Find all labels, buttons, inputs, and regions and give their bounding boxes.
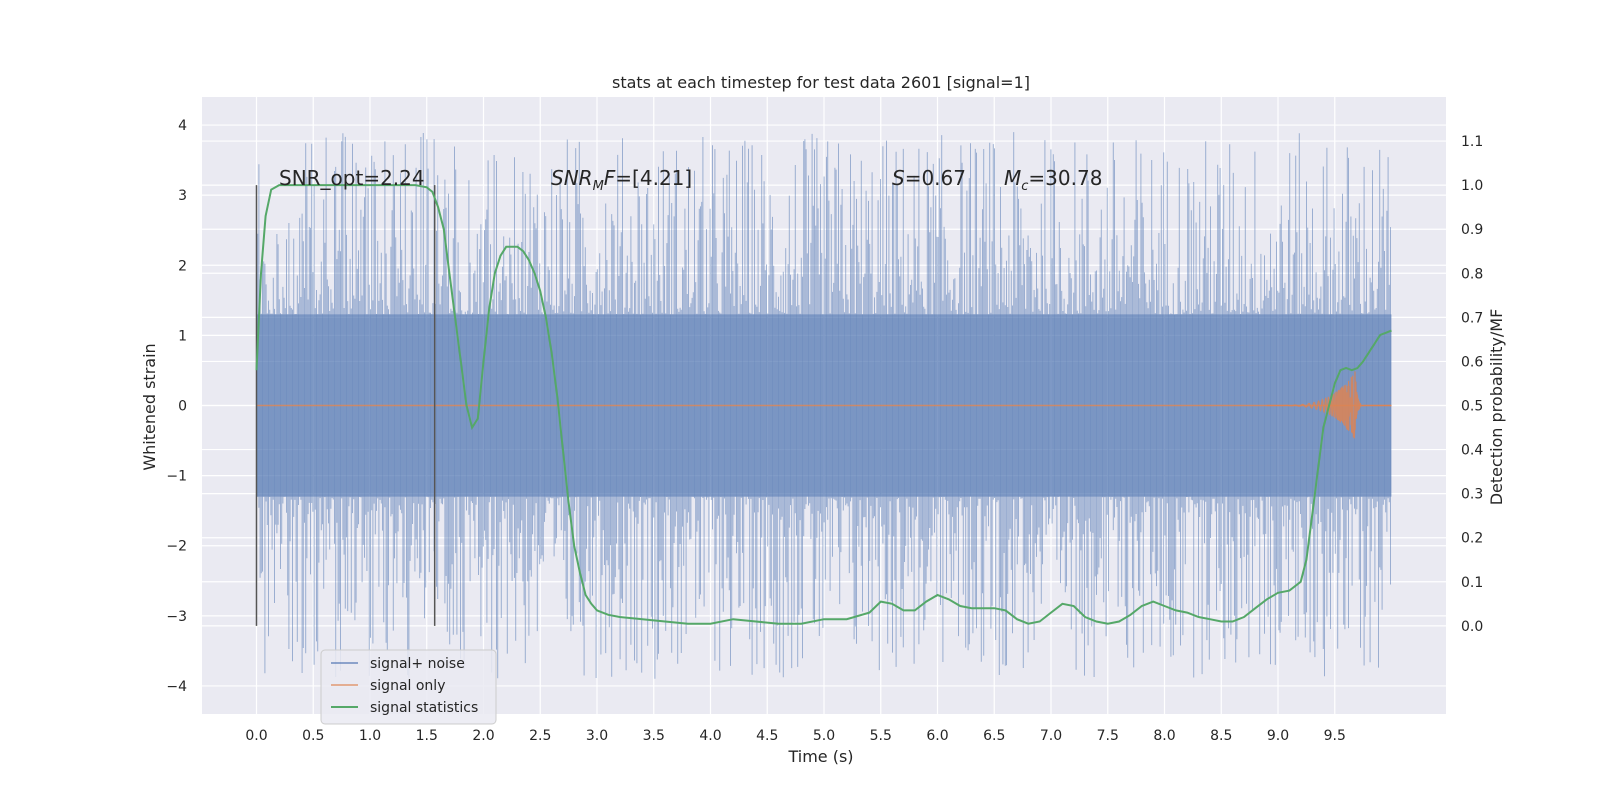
y-right-tick-label: 0.6 bbox=[1461, 354, 1483, 370]
signal-chirp bbox=[1266, 371, 1392, 439]
y-tick-label: 0 bbox=[178, 399, 187, 415]
legend-label-signal-only: signal only bbox=[370, 678, 445, 694]
x-tick-label: 6.0 bbox=[926, 728, 948, 744]
x-tick-label: 4.5 bbox=[756, 728, 778, 744]
y-right-tick-label: 0.9 bbox=[1461, 222, 1483, 238]
x-tick-label: 0.0 bbox=[245, 728, 267, 744]
x-tick-label: 5.5 bbox=[870, 728, 892, 744]
x-tick-label: 9.5 bbox=[1324, 728, 1346, 744]
y-tick-label: −3 bbox=[166, 609, 187, 625]
y-right-tick-label: 0.4 bbox=[1461, 443, 1483, 459]
annotation-mc-number: =30.78 bbox=[1028, 166, 1102, 190]
y-right-tick-label: 0.7 bbox=[1461, 310, 1483, 326]
y-right-tick-label: 0.5 bbox=[1461, 399, 1483, 415]
x-tick-label: 7.5 bbox=[1097, 728, 1119, 744]
x-axis-label: Time (s) bbox=[787, 747, 853, 766]
window-markers bbox=[255, 185, 436, 626]
y-tick-label: 3 bbox=[178, 188, 187, 204]
annotation-snr-opt: SNR_opt=2.24 bbox=[279, 166, 425, 190]
annotation-snr-mf: SNRMF=[4.21] bbox=[551, 166, 692, 194]
annotation-s-value: S=0.67 bbox=[892, 166, 966, 190]
x-tick-label: 4.0 bbox=[699, 728, 721, 744]
chart-title: stats at each timestep for test data 260… bbox=[612, 73, 1030, 92]
x-tick-label: 5.0 bbox=[813, 728, 835, 744]
series-signal-only bbox=[256, 371, 1392, 439]
annotation-mc-value: Mc=30.78 bbox=[1004, 166, 1102, 194]
y-right-tick-label: 0.8 bbox=[1461, 266, 1483, 282]
x-tick-label: 7.0 bbox=[1040, 728, 1062, 744]
y-tick-label: −1 bbox=[166, 469, 187, 485]
legend-label-signal-statistics: signal statistics bbox=[370, 700, 478, 716]
y-right-tick-label: 1.0 bbox=[1461, 178, 1483, 194]
x-tick-label: 8.5 bbox=[1210, 728, 1232, 744]
y-right-tick-label: 0.2 bbox=[1461, 531, 1483, 547]
y-right-tick-label: 0.3 bbox=[1461, 487, 1483, 503]
y-tick-label: 4 bbox=[178, 118, 187, 134]
y-axis-label: Whitened strain bbox=[140, 343, 159, 470]
x-tick-label: 0.5 bbox=[302, 728, 324, 744]
x-tick-label: 3.0 bbox=[586, 728, 608, 744]
annotation-snr-mf-value: =[4.21] bbox=[615, 166, 692, 190]
x-tick-label: 8.0 bbox=[1153, 728, 1175, 744]
x-tick-label: 6.5 bbox=[983, 728, 1005, 744]
y-right-tick-label: 1.1 bbox=[1461, 134, 1483, 150]
y-right-tick-label: 0.1 bbox=[1461, 575, 1483, 591]
series-signal-statistics bbox=[255, 184, 1392, 625]
y-tick-label: −2 bbox=[166, 539, 187, 555]
y-tick-label: −4 bbox=[166, 679, 187, 695]
tick-labels: 0.0 0.5 1.0 1.5 2.0 2.5 3.0 3.5 4.0 4.5 5.0 5.5 6.0 6… bbox=[166, 118, 1483, 744]
x-tick-label: 2.0 bbox=[472, 728, 494, 744]
y-tick-label: 2 bbox=[178, 258, 187, 274]
x-tick-label: 9.0 bbox=[1267, 728, 1289, 744]
x-tick-label: 3.5 bbox=[643, 728, 665, 744]
y-right-tick-label: 0.0 bbox=[1461, 619, 1483, 635]
legend: signal+ noise signal only signal statist… bbox=[320, 649, 497, 725]
statistics-line bbox=[255, 184, 1392, 625]
x-tick-label: 2.5 bbox=[529, 728, 551, 744]
x-tick-label: 1.5 bbox=[416, 728, 438, 744]
x-tick-label: 1.0 bbox=[359, 728, 381, 744]
legend-label-signal-plus-noise: signal+ noise bbox=[370, 656, 465, 672]
y-axis-right-label: Detection probability/MF bbox=[1487, 309, 1506, 506]
annotation-s-number: =0.67 bbox=[905, 166, 966, 190]
y-tick-label: 1 bbox=[178, 328, 187, 344]
